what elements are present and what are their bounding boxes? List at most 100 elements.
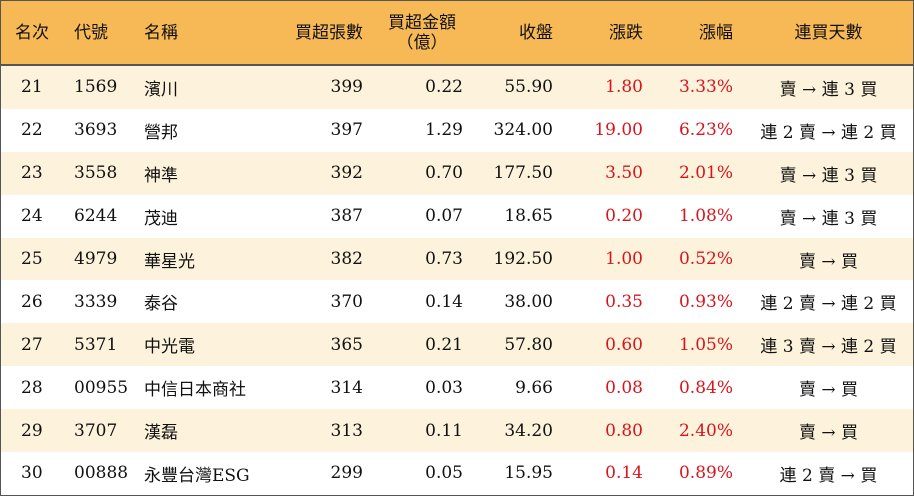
change-pct-cell: 1.08% bbox=[678, 206, 733, 227]
change-cell: 1.00 bbox=[605, 249, 643, 269]
change-cell: 0.08 bbox=[605, 377, 643, 398]
table-header: 名次 代號 名稱 買超張數 買超金額 （億） 收盤 漲跌 漲幅 連買天數 bbox=[1, 1, 913, 66]
close-cell: 18.65 bbox=[504, 206, 553, 227]
close-cell: 15.95 bbox=[504, 463, 553, 484]
amount-cell: 0.73 bbox=[425, 249, 463, 269]
consecutive-days-cell: 連 3 賣 → 連 2 買 bbox=[760, 337, 897, 358]
header-change-pct: 漲幅 bbox=[699, 22, 733, 43]
close-cell: 9.66 bbox=[515, 377, 553, 398]
change-pct-cell: 0.89% bbox=[678, 463, 733, 484]
code-cell: 3339 bbox=[74, 291, 118, 312]
amount-cell: 0.05 bbox=[425, 463, 463, 484]
lots-cell: 299 bbox=[330, 463, 363, 484]
amount-cell: 0.14 bbox=[425, 291, 463, 312]
consecutive-days-cell: 賣 → 買 bbox=[798, 251, 859, 272]
change-cell: 1.80 bbox=[605, 77, 643, 98]
consecutive-days-cell: 連 2 賣 → 買 bbox=[779, 465, 878, 486]
lots-cell: 382 bbox=[330, 249, 363, 269]
consecutive-days-cell: 連 2 賣 → 連 2 買 bbox=[760, 294, 897, 315]
table-row: 25 4979 華星光 382 0.73 192.50 1.00 0.52% 賣… bbox=[1, 237, 913, 281]
code-cell: 3693 bbox=[74, 120, 118, 141]
table-row: 23 3558 神準 392 0.70 177.50 3.50 2.01% 賣 … bbox=[1, 151, 913, 195]
rank-cell: 24 bbox=[21, 206, 43, 227]
name-cell: 茂迪 bbox=[144, 208, 178, 229]
lots-cell: 365 bbox=[330, 334, 363, 355]
change-pct-cell: 0.52% bbox=[678, 249, 733, 269]
table-row: 29 3707 漢磊 313 0.11 34.20 0.80 2.40% 賣 →… bbox=[1, 409, 913, 453]
table-row: 28 00955 中信日本商社 314 0.03 9.66 0.08 0.84%… bbox=[1, 366, 913, 410]
lots-cell: 370 bbox=[330, 291, 363, 312]
code-cell: 00888 bbox=[74, 463, 129, 484]
lots-cell: 314 bbox=[330, 377, 363, 398]
lots-cell: 397 bbox=[330, 120, 363, 141]
code-cell: 00955 bbox=[74, 377, 129, 398]
close-cell: 57.80 bbox=[504, 334, 553, 355]
header-name: 名稱 bbox=[144, 22, 178, 43]
name-cell: 營邦 bbox=[144, 122, 178, 143]
rank-cell: 27 bbox=[21, 334, 43, 355]
close-cell: 177.50 bbox=[493, 163, 553, 184]
lots-cell: 399 bbox=[330, 77, 363, 98]
header-net-buy-lots: 買超張數 bbox=[295, 22, 363, 43]
table-row: 22 3693 營邦 397 1.29 324.00 19.00 6.23% 連… bbox=[1, 108, 913, 152]
change-pct-cell: 3.33% bbox=[678, 77, 733, 98]
header-net-buy-amount-unit: （億） bbox=[396, 32, 448, 53]
code-cell: 1569 bbox=[74, 77, 118, 98]
name-cell: 泰谷 bbox=[144, 294, 178, 315]
change-cell: 3.50 bbox=[605, 163, 643, 184]
rank-cell: 28 bbox=[21, 377, 43, 398]
amount-cell: 0.03 bbox=[425, 377, 463, 398]
amount-cell: 0.21 bbox=[425, 334, 463, 355]
table-body: 21 1569 濱川 399 0.22 55.90 1.80 3.33% 賣 →… bbox=[1, 66, 913, 495]
name-cell: 中光電 bbox=[144, 337, 195, 358]
lots-cell: 392 bbox=[330, 163, 363, 184]
header-net-buy-amount: 買超金額 （億） bbox=[381, 1, 463, 64]
change-cell: 0.80 bbox=[605, 420, 643, 441]
rank-cell: 21 bbox=[21, 77, 43, 98]
change-cell: 0.60 bbox=[605, 334, 643, 355]
amount-cell: 1.29 bbox=[425, 120, 463, 141]
amount-cell: 0.11 bbox=[425, 420, 463, 441]
table-row: 21 1569 濱川 399 0.22 55.90 1.80 3.33% 賣 →… bbox=[1, 66, 913, 109]
code-cell: 4979 bbox=[74, 249, 118, 269]
change-cell: 0.14 bbox=[605, 463, 643, 484]
amount-cell: 0.22 bbox=[425, 77, 463, 98]
change-pct-cell: 2.01% bbox=[678, 163, 733, 184]
table-row: 26 3339 泰谷 370 0.14 38.00 0.35 0.93% 連 2… bbox=[1, 280, 913, 324]
rank-cell: 23 bbox=[21, 163, 43, 184]
code-cell: 5371 bbox=[74, 334, 118, 355]
lots-cell: 313 bbox=[330, 420, 363, 441]
close-cell: 38.00 bbox=[504, 291, 553, 312]
change-cell: 0.35 bbox=[605, 291, 643, 312]
name-cell: 漢磊 bbox=[144, 423, 178, 444]
name-cell: 永豐台灣ESG bbox=[144, 465, 250, 486]
amount-cell: 0.70 bbox=[425, 163, 463, 184]
close-cell: 192.50 bbox=[493, 249, 553, 269]
header-change: 漲跌 bbox=[609, 22, 643, 43]
rank-cell: 26 bbox=[21, 291, 43, 312]
rank-cell: 25 bbox=[21, 249, 43, 269]
table-row: 30 00888 永豐台灣ESG 299 0.05 15.95 0.14 0.8… bbox=[1, 452, 913, 495]
close-cell: 34.20 bbox=[504, 420, 553, 441]
amount-cell: 0.07 bbox=[425, 206, 463, 227]
name-cell: 華星光 bbox=[144, 251, 195, 272]
header-code: 代號 bbox=[74, 22, 108, 43]
rank-cell: 22 bbox=[21, 120, 43, 141]
consecutive-days-cell: 賣 → 連 3 買 bbox=[779, 208, 878, 229]
code-cell: 3558 bbox=[74, 163, 118, 184]
table-row: 24 6244 茂迪 387 0.07 18.65 0.20 1.08% 賣 →… bbox=[1, 194, 913, 238]
name-cell: 中信日本商社 bbox=[144, 380, 246, 401]
change-cell: 19.00 bbox=[594, 120, 643, 141]
header-rank: 名次 bbox=[15, 22, 49, 43]
close-cell: 55.90 bbox=[504, 77, 553, 98]
close-cell: 324.00 bbox=[493, 120, 553, 141]
code-cell: 6244 bbox=[74, 206, 118, 227]
name-cell: 濱川 bbox=[144, 79, 178, 100]
header-close: 收盤 bbox=[519, 22, 553, 43]
consecutive-days-cell: 賣 → 連 3 買 bbox=[779, 79, 878, 100]
change-pct-cell: 0.84% bbox=[678, 377, 733, 398]
rank-cell: 30 bbox=[21, 463, 43, 484]
header-net-buy-amount-label: 買超金額 bbox=[388, 12, 456, 33]
change-cell: 0.20 bbox=[605, 206, 643, 227]
